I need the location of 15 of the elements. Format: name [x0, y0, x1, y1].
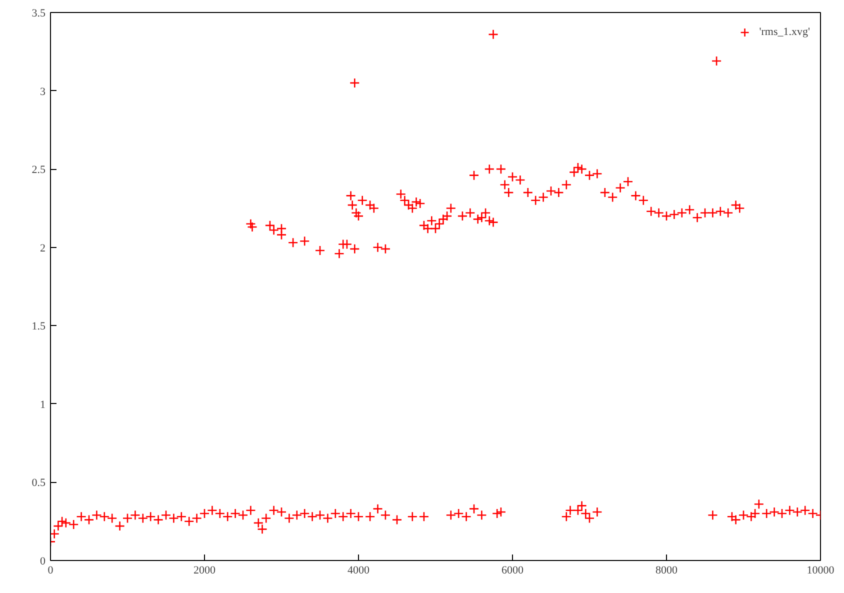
x-tick-label: 2000	[194, 564, 216, 576]
x-tick-label: 4000	[348, 564, 370, 576]
y-tick-label: 0	[40, 556, 46, 568]
legend-label: 'rms_1.xvg'	[759, 26, 810, 38]
y-tick-label: 2.5	[32, 164, 46, 176]
y-tick-label: 3.5	[32, 8, 46, 20]
y-tick-label: 0.5	[32, 477, 46, 490]
x-tick-label: 8000	[656, 564, 678, 576]
y-tick-label: 1.5	[32, 320, 46, 333]
y-tick-label: 3	[40, 86, 46, 98]
y-tick-label: 2	[40, 242, 46, 254]
x-tick-label: 0	[48, 564, 54, 576]
x-tick-label: 6000	[502, 564, 524, 576]
x-tick-label: 10000	[806, 564, 835, 576]
y-tick-label: 1	[40, 398, 46, 411]
